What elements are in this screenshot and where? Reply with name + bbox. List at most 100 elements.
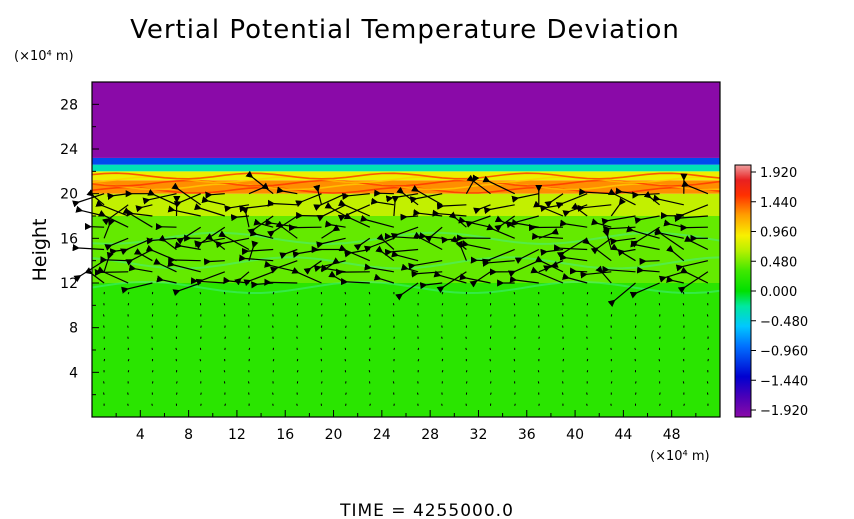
wind-vector — [682, 370, 685, 373]
wind-vector — [223, 303, 226, 306]
y-tick-label: 12 — [60, 276, 78, 292]
wind-vector — [174, 241, 201, 251]
wind-vector — [385, 193, 419, 203]
wind-vector — [441, 358, 444, 362]
wind-vector — [176, 381, 178, 384]
wind-vector — [561, 272, 588, 284]
wind-vector — [247, 314, 250, 317]
wind-vector — [248, 182, 269, 195]
wind-vector — [127, 325, 129, 328]
wind-vector — [537, 370, 540, 373]
wind-vector — [586, 325, 588, 328]
wind-vector — [677, 271, 709, 294]
wind-vector — [296, 403, 298, 406]
field-streak — [91, 172, 721, 180]
wind-vector — [313, 193, 346, 211]
wind-vector — [392, 303, 395, 306]
wind-vector — [126, 209, 153, 217]
wind-vector — [168, 256, 201, 264]
wind-vector — [203, 258, 225, 266]
wind-vector — [531, 232, 564, 240]
wind-vector — [224, 336, 226, 339]
field-band — [92, 216, 720, 283]
wind-vector — [151, 303, 154, 306]
wind-vector — [586, 336, 588, 339]
wind-vector — [561, 392, 564, 395]
wind-vector — [102, 204, 129, 226]
wind-vector — [345, 325, 347, 328]
wind-vector — [635, 314, 637, 317]
wind-vector — [466, 174, 491, 195]
wind-vector — [303, 260, 322, 275]
wind-vector — [151, 381, 154, 384]
wind-vector — [513, 370, 516, 373]
wind-vector — [368, 303, 371, 306]
wind-vector — [272, 325, 274, 328]
wind-vector — [156, 275, 177, 284]
wind-vector — [276, 186, 298, 195]
wind-vector — [127, 370, 130, 373]
wind-vector — [465, 215, 491, 228]
y-axis-unit: (×10⁴ m) — [14, 49, 74, 64]
wind-vector — [569, 267, 588, 275]
colorbar-label: 1.440 — [760, 196, 797, 211]
wind-vector — [674, 214, 708, 223]
wind-vector — [489, 358, 491, 362]
wind-vector — [514, 248, 540, 265]
wind-vector — [340, 278, 370, 286]
y-tick-label: 28 — [60, 97, 78, 113]
colorbar-labels: 1.920 1.440 0.960 0.480 0.000 −0.480 −0.960 −1.… — [751, 166, 808, 419]
wind-vector — [490, 314, 492, 317]
wind-vector — [176, 314, 178, 317]
x-tick-label: 16 — [276, 427, 294, 443]
wind-vector — [392, 381, 395, 384]
wind-vector — [658, 291, 661, 295]
wind-vector — [610, 303, 613, 306]
wind-vector — [247, 215, 274, 236]
wind-vector — [392, 314, 395, 317]
wind-vector — [272, 392, 274, 395]
wind-vector — [400, 213, 419, 221]
wind-vector — [384, 248, 419, 257]
wind-vector — [368, 358, 371, 362]
wind-vector — [441, 336, 443, 339]
colorbar-gradient — [734, 164, 752, 418]
wind-vector — [595, 265, 612, 284]
wind-vector — [658, 370, 661, 373]
field-band — [92, 283, 720, 417]
wind-vector — [321, 303, 323, 306]
wind-vector — [104, 237, 129, 251]
wind-vector — [279, 248, 298, 260]
colorbar-label: 0.960 — [760, 226, 797, 241]
wind-vector — [543, 260, 564, 272]
wind-vector — [586, 392, 588, 395]
wind-vector — [218, 230, 250, 251]
wind-vector — [424, 226, 443, 243]
wind-vector — [535, 255, 564, 273]
wind-vector — [513, 303, 516, 306]
wind-vector — [200, 325, 202, 328]
wind-vector — [103, 218, 115, 239]
wind-vector — [538, 227, 559, 239]
wind-vector — [465, 347, 467, 351]
y-tick-label: 4 — [69, 365, 78, 381]
y-tick-label: 20 — [60, 187, 78, 203]
wind-vector — [436, 202, 467, 210]
wind-vector — [659, 403, 661, 406]
wind-vector — [465, 314, 468, 317]
wind-vector — [215, 237, 250, 249]
wind-vector — [509, 275, 539, 284]
wind-vector — [494, 215, 516, 232]
wind-vector — [133, 248, 153, 262]
chart-title: Vertial Potential Temperature Deviation — [130, 15, 680, 45]
wind-vector-field — [72, 170, 710, 406]
wind-vector — [577, 204, 612, 212]
wind-vector — [321, 314, 323, 317]
field-wisp — [91, 231, 721, 245]
wind-vector — [635, 381, 637, 384]
wind-vector — [370, 197, 394, 206]
wind-vector — [465, 336, 467, 339]
wind-vector — [321, 381, 323, 384]
x-tick-label: 12 — [228, 427, 246, 443]
wind-vector — [432, 209, 467, 217]
